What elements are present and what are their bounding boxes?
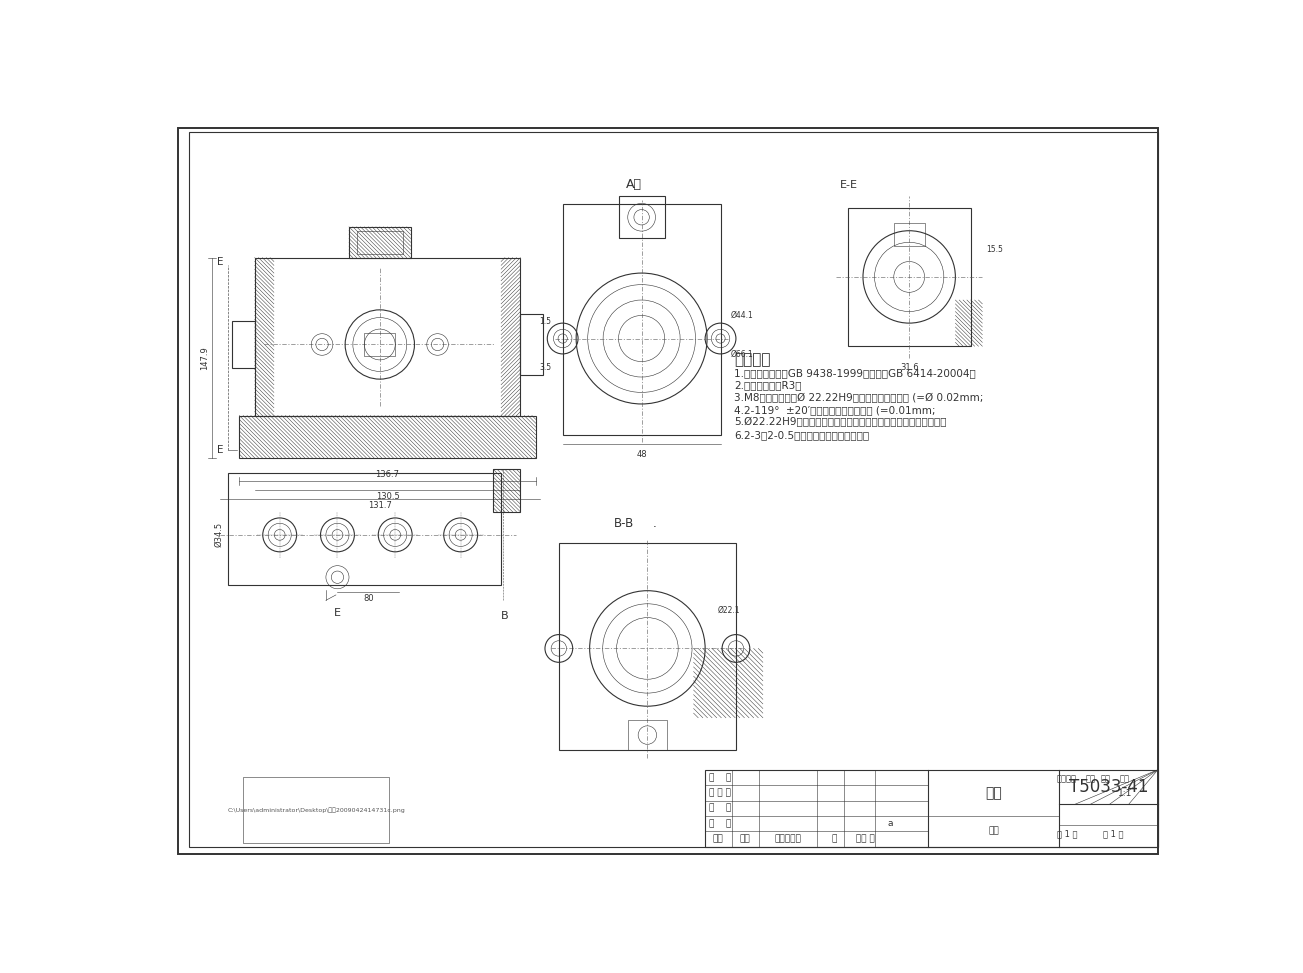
Bar xyxy=(254,258,520,415)
Bar xyxy=(349,227,410,258)
Bar xyxy=(232,321,254,368)
Text: C:\Users\administrator\Desktop\通图2009042414731c.png: C:\Users\administrator\Desktop\通图2009042… xyxy=(228,808,405,813)
Bar xyxy=(619,197,665,238)
Text: 工    艺: 工 艺 xyxy=(709,773,731,782)
Text: 1.铸造技术要求按GB 9438-1999，公差按GB 6414-20004；: 1.铸造技术要求按GB 9438-1999，公差按GB 6414-20004； xyxy=(735,368,976,378)
Bar xyxy=(244,777,390,843)
Text: Ø66.1: Ø66.1 xyxy=(731,349,753,358)
Text: .: . xyxy=(653,517,657,530)
Text: 页 1 张: 页 1 张 xyxy=(1057,829,1078,839)
Bar xyxy=(357,231,403,254)
Text: 80: 80 xyxy=(364,594,374,602)
Text: 136.7: 136.7 xyxy=(375,470,400,480)
Text: 2.未注铸造圆角R3；: 2.未注铸造圆角R3； xyxy=(735,380,801,390)
Bar xyxy=(628,720,667,750)
Bar xyxy=(520,313,543,376)
Bar xyxy=(494,469,520,512)
Text: 处数: 处数 xyxy=(740,835,751,844)
Text: 6.2-3及2-0.5孔口不允许有毛刺及尖角。: 6.2-3及2-0.5孔口不允许有毛刺及尖角。 xyxy=(735,430,869,440)
Text: 甲旺: 甲旺 xyxy=(989,827,999,836)
Text: 重量: 重量 xyxy=(1101,774,1110,783)
Bar xyxy=(894,223,925,246)
Text: Ø44.1: Ø44.1 xyxy=(731,311,753,320)
Text: 48: 48 xyxy=(636,450,646,458)
Text: 泵体: 泵体 xyxy=(985,786,1002,800)
Text: 4.2-119°  ±20′锥孔中心线同轴度误差 (=0.01mm;: 4.2-119° ±20′锥孔中心线同轴度误差 (=0.01mm; xyxy=(735,405,936,415)
Text: 字日 期: 字日 期 xyxy=(850,835,874,844)
Text: 15.5: 15.5 xyxy=(986,245,1003,255)
Text: 147.9: 147.9 xyxy=(201,345,210,370)
Text: 131.7: 131.7 xyxy=(367,501,392,510)
Bar xyxy=(847,207,971,346)
Text: a: a xyxy=(887,819,893,828)
Text: 3.M8螺纹中心线与Ø 22.22H9孔中心线垂直度误差 (=Ø 0.02mm;: 3.M8螺纹中心线与Ø 22.22H9孔中心线垂直度误差 (=Ø 0.02mm; xyxy=(735,393,984,403)
Text: A向: A向 xyxy=(625,178,642,191)
Bar xyxy=(563,203,721,435)
Text: 设    计: 设 计 xyxy=(709,819,731,828)
Text: 更改文件号: 更改文件号 xyxy=(774,835,801,844)
Bar xyxy=(228,473,502,585)
Text: 标 准 化: 标 准 化 xyxy=(709,788,731,797)
Text: 数量: 数量 xyxy=(1085,774,1095,783)
Text: E: E xyxy=(334,608,341,619)
Text: B-B: B-B xyxy=(614,517,635,530)
Text: E: E xyxy=(218,446,224,455)
Bar xyxy=(559,543,736,750)
Text: B: B xyxy=(502,611,508,621)
Text: 签: 签 xyxy=(831,835,837,844)
Text: 审    核: 审 核 xyxy=(709,804,731,812)
Bar xyxy=(365,333,395,356)
Text: 1:1: 1:1 xyxy=(1118,789,1132,799)
Text: 图样标记: 图样标记 xyxy=(1057,774,1078,783)
Text: 技术要求: 技术要求 xyxy=(735,352,771,367)
Text: E: E xyxy=(218,257,224,267)
Text: T5033-41: T5033-41 xyxy=(1068,778,1148,797)
Text: Ø34.5: Ø34.5 xyxy=(214,523,223,548)
Text: 1.5: 1.5 xyxy=(539,317,551,326)
Text: 3.5: 3.5 xyxy=(539,363,551,372)
Bar xyxy=(240,415,536,458)
Text: 标记: 标记 xyxy=(713,835,723,844)
Text: 第 1 张: 第 1 张 xyxy=(1102,829,1123,839)
Text: 比例: 比例 xyxy=(1119,774,1130,783)
Text: Ø22.1: Ø22.1 xyxy=(717,605,740,614)
Text: 31.6: 31.6 xyxy=(900,363,919,372)
Text: 130.5: 130.5 xyxy=(375,492,400,501)
Bar xyxy=(705,770,1158,847)
Text: 5.Ø22.22H9孔内不允许有任何残留物，与之相贯的孔孔口必须去毛: 5.Ø22.22H9孔内不允许有任何残留物，与之相贯的孔孔口必须去毛 xyxy=(735,417,947,427)
Text: E-E: E-E xyxy=(840,180,857,190)
